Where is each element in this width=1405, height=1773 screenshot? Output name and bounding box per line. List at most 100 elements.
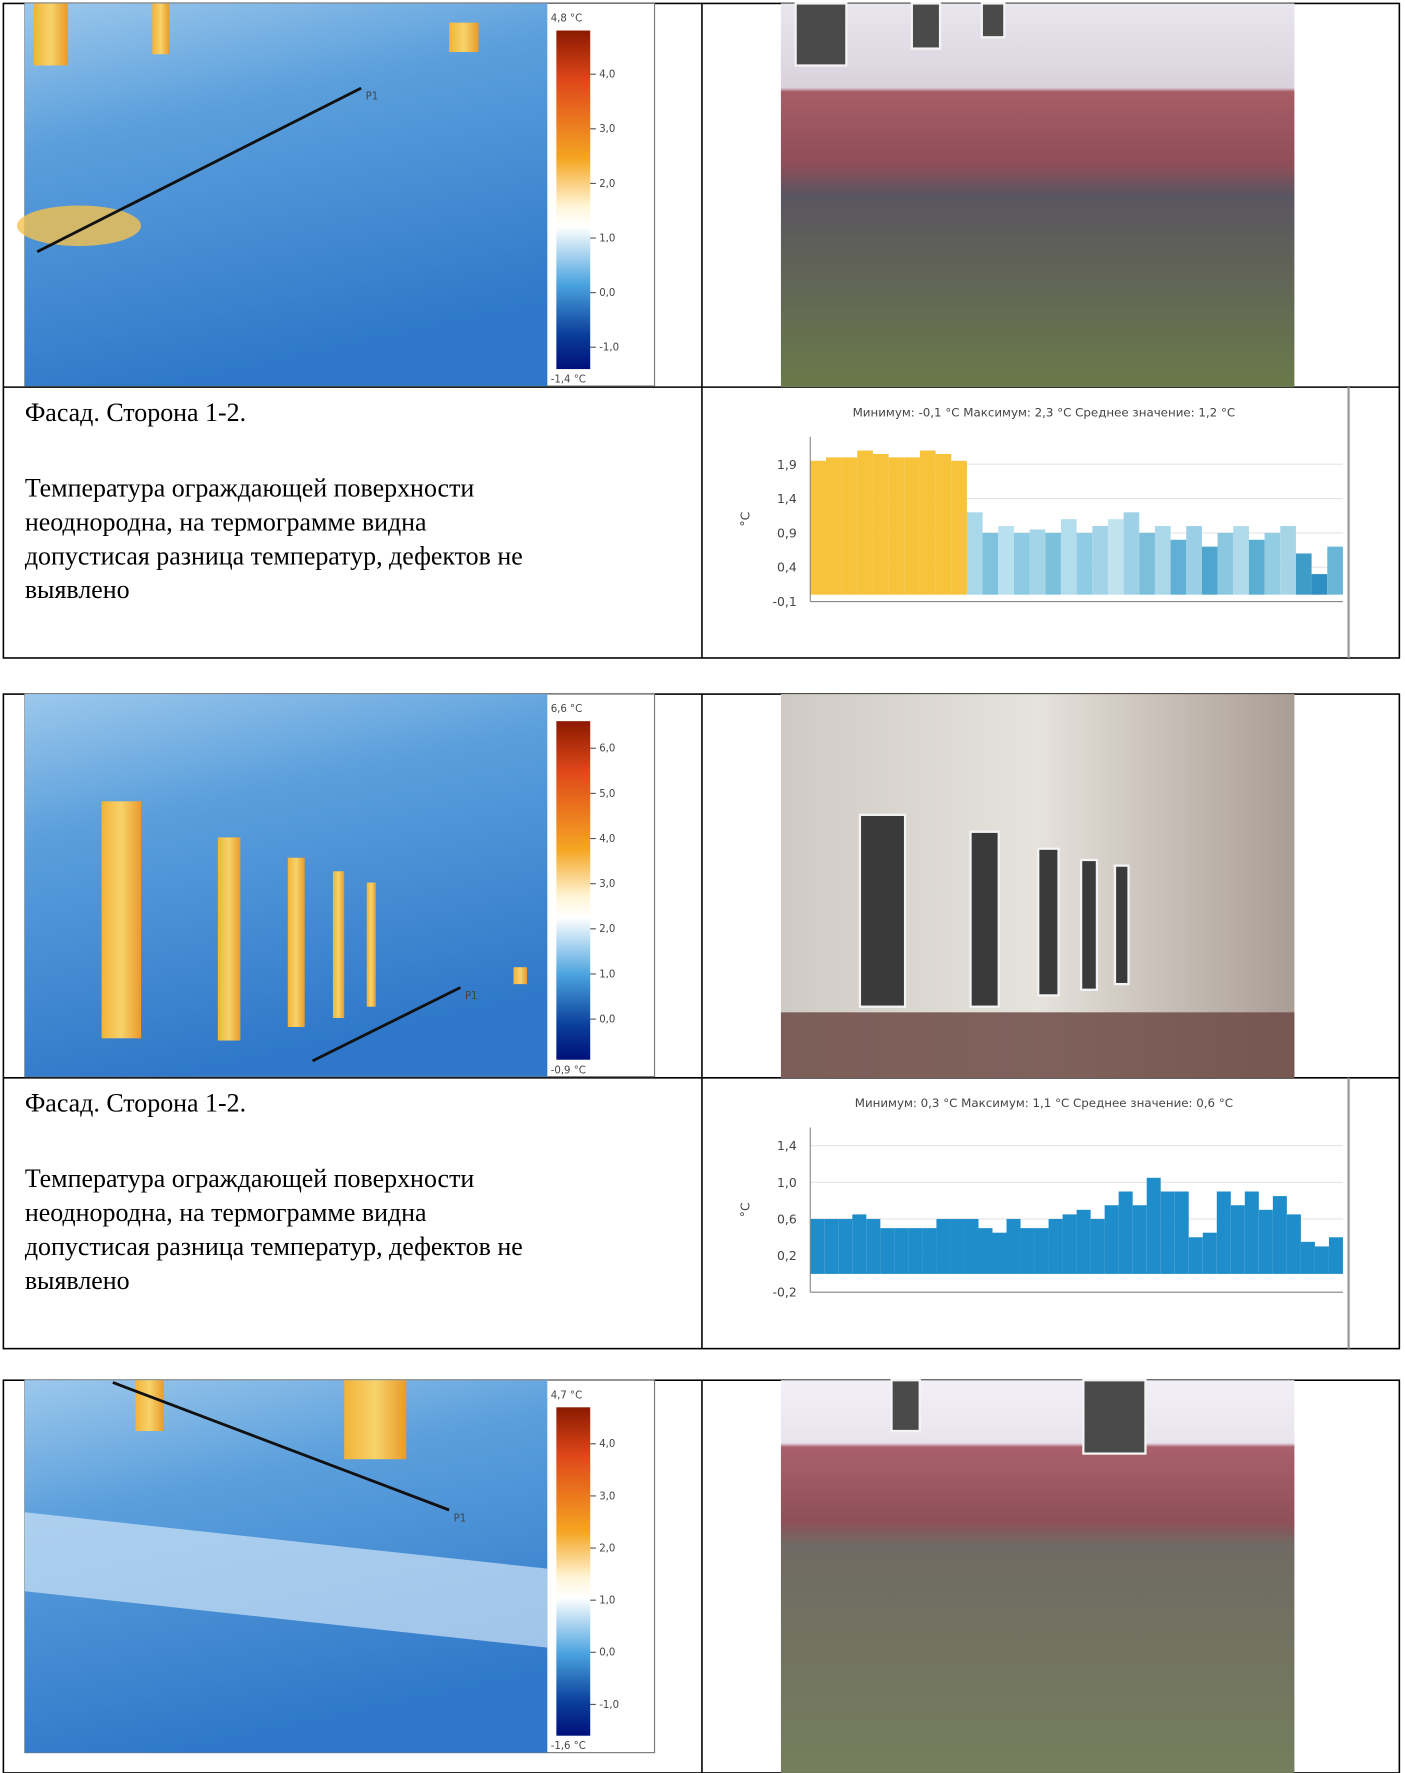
bar (966, 512, 983, 595)
bar (936, 1218, 951, 1274)
scale-tick-label: 2,0 (599, 179, 615, 190)
bar (888, 457, 905, 595)
bar (1170, 539, 1187, 595)
bar (1139, 532, 1155, 595)
bar (852, 1214, 867, 1274)
thermal-picture (24, 3, 548, 387)
bar (1188, 1237, 1203, 1274)
bar (908, 1228, 923, 1274)
bar (998, 526, 1014, 595)
bar (919, 450, 936, 595)
thermal-image: P1 4,8 °C -1,4 °C 4,0 3,0 2,0 1,0 0,0 -1,0 (16, 2, 656, 387)
photo (780, 694, 1295, 1078)
bar (922, 1228, 937, 1274)
y-tick-label: 1,4 (777, 1138, 797, 1153)
bar (824, 1218, 839, 1274)
photo-window (980, 2, 1006, 39)
bar (1327, 546, 1343, 595)
warm-window (344, 1380, 407, 1460)
scale-min-label: -0,9 °C (551, 1065, 586, 1076)
bar (1280, 526, 1296, 595)
snow-zone (24, 1512, 548, 1648)
caption: Фасад. Сторона 1-2. (25, 398, 246, 427)
description-line: допустисая разница температур, дефектов … (25, 1232, 523, 1261)
photo-window (910, 2, 942, 50)
profile-line (36, 86, 362, 253)
profile-chart: Минимум: -0,1 °C Максимум: 2,3 °C Средне… (737, 387, 1350, 658)
warm-zone (16, 205, 142, 247)
bar (1013, 532, 1030, 595)
bar (1216, 1191, 1231, 1274)
photo (780, 1379, 1295, 1773)
bar (810, 1218, 825, 1274)
photo-plinth (780, 1012, 1295, 1078)
bar (1048, 1218, 1063, 1274)
bar (951, 460, 967, 595)
scale-tick-label: 3,0 (599, 879, 615, 890)
y-tick-label: 1,0 (777, 1175, 797, 1190)
scale-tick-label: 3,0 (599, 124, 615, 135)
bar (1248, 539, 1265, 595)
bar (1107, 519, 1124, 595)
photo-window (858, 813, 907, 1008)
bar (1202, 1232, 1217, 1274)
bar (1244, 1191, 1259, 1274)
profile-chart: Минимум: 0,3 °C Максимум: 1,1 °C Среднее… (737, 1077, 1350, 1349)
warm-window (287, 857, 305, 1027)
description-line: выявлено (25, 1266, 130, 1295)
bar (1160, 1191, 1175, 1274)
scale-tick-label: 0,0 (599, 1648, 615, 1659)
photo-window (794, 2, 848, 67)
scale-tick-label: 0,0 (599, 288, 615, 299)
description-line: выявлено (25, 575, 130, 604)
bar (1092, 526, 1108, 595)
scale-max-label: 6,6 °C (551, 704, 583, 715)
profile-marker: P1 (454, 1513, 467, 1524)
thermal-image: P1 6,6 °C -0,9 °C 6,0 5,0 4,0 3,0 2,0 1,0 0,0 (24, 693, 656, 1078)
bar (1104, 1205, 1119, 1274)
y-tick-label: -0,2 (773, 1285, 797, 1300)
bar (1146, 1177, 1161, 1274)
description-line: Температура ограждающей поверхности (25, 474, 475, 503)
bar (1300, 1241, 1315, 1274)
scale-tick-label: 3,0 (599, 1491, 615, 1502)
bar (1272, 1196, 1287, 1274)
scale-tick-label: 6,0 (599, 744, 615, 755)
profile-line (311, 986, 462, 1063)
warm-window (101, 801, 142, 1039)
bar (810, 460, 826, 595)
bar (872, 453, 889, 595)
bar (1020, 1228, 1035, 1274)
description-line: неоднородна, на термограмме видна (25, 507, 427, 536)
bar (1090, 1218, 1105, 1274)
y-tick-label: 0,6 (777, 1211, 797, 1226)
profile-line (112, 1381, 450, 1512)
color-scale (556, 1407, 591, 1736)
description-line: допустисая разница температур, дефектов … (25, 541, 523, 570)
photo-window (1113, 864, 1130, 986)
description-line: неоднородна, на термограмме видна (25, 1198, 427, 1227)
bar (992, 1232, 1007, 1274)
report-block: P1 4,8 °C -1,4 °C 4,0 3,0 2,0 1,0 0,0 -1,0 Фасад.… (2, 2, 1401, 659)
bar (1311, 574, 1328, 595)
profile-marker: P1 (366, 91, 379, 102)
bar (1076, 532, 1093, 595)
photo-picture (780, 3, 1295, 388)
bar (1186, 526, 1202, 595)
photo-window (1079, 858, 1099, 991)
chart-stats: Минимум: 0,3 °C Максимум: 1,1 °C Среднее… (855, 1096, 1233, 1110)
bar (1174, 1191, 1189, 1274)
bar (838, 1218, 853, 1274)
bar (1295, 553, 1312, 595)
report-block: P1 4,7 °C -1,6 °C 4,0 3,0 2,0 1,0 0,0 -1,0 (2, 1379, 1401, 1773)
scale-min-label: -1,6 °C (551, 1741, 586, 1752)
bar (1314, 1246, 1329, 1274)
bar (982, 532, 999, 595)
scale-tick-label: -1,0 (599, 1700, 619, 1711)
bar (1233, 526, 1249, 595)
y-axis-label: °C (737, 1202, 752, 1217)
bar (904, 457, 920, 595)
bar (857, 450, 873, 595)
